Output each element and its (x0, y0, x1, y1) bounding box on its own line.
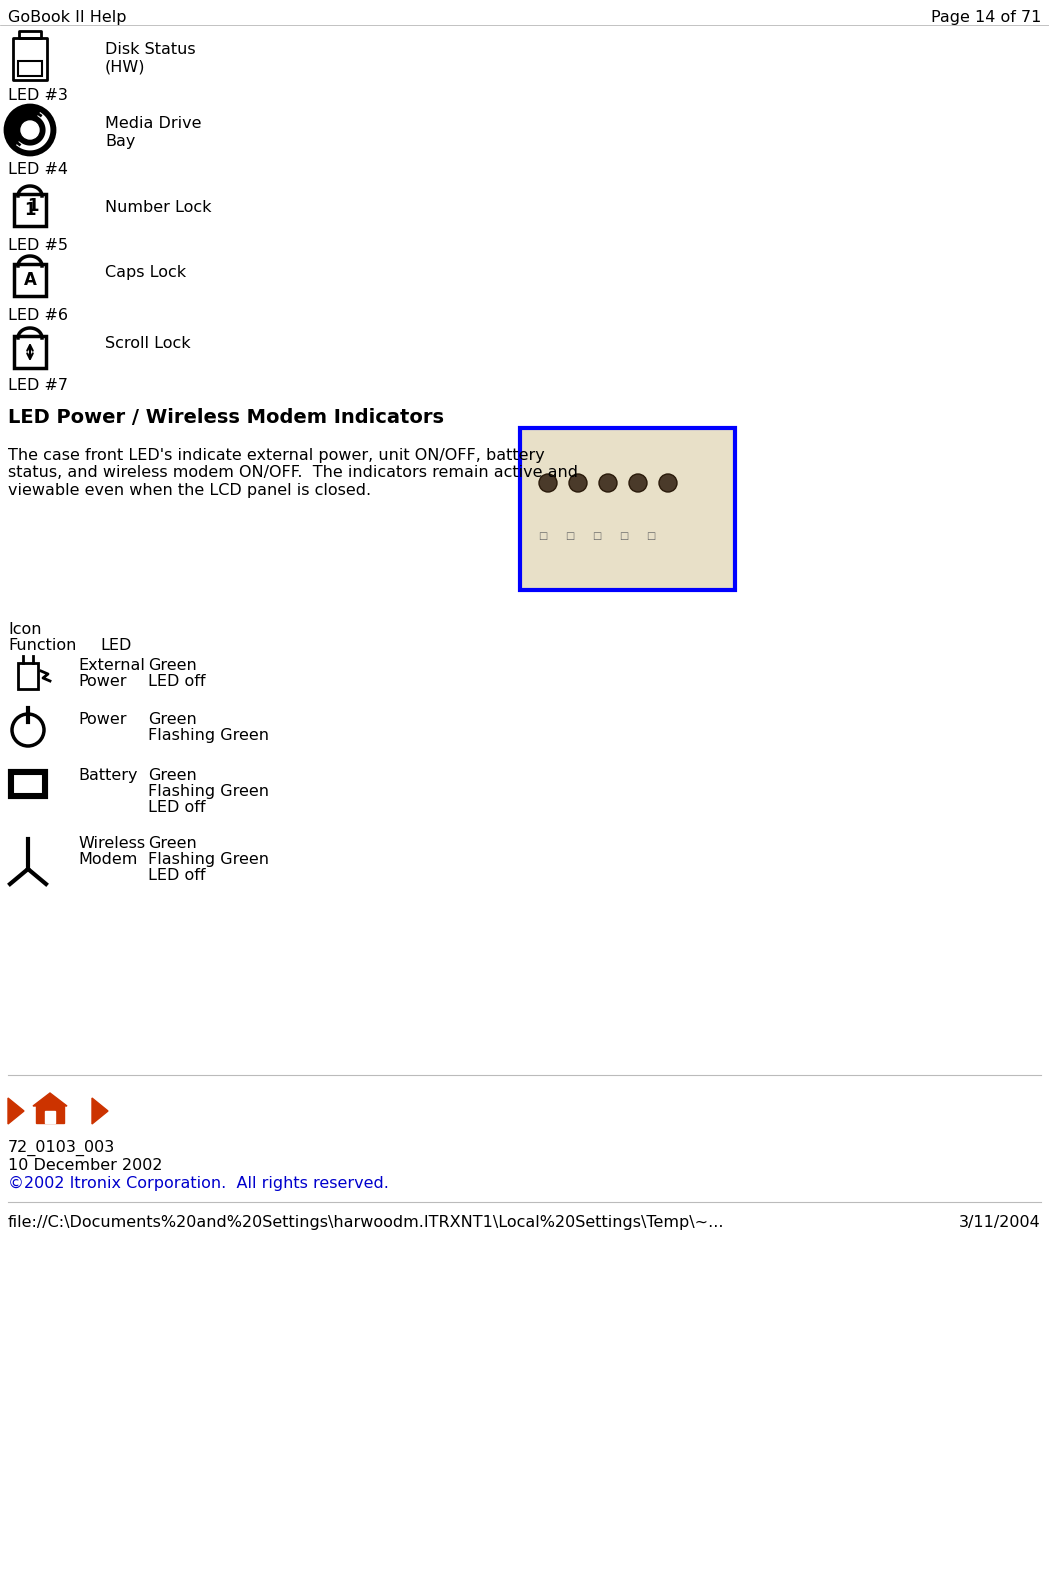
Polygon shape (36, 1105, 64, 1123)
Text: Green: Green (148, 768, 197, 783)
Text: Caps Lock: Caps Lock (105, 265, 186, 279)
Polygon shape (92, 1097, 108, 1124)
Bar (13, 38, 47, 80)
Text: Wireless: Wireless (78, 835, 145, 851)
Text: □: □ (646, 531, 656, 542)
Text: □: □ (538, 531, 548, 542)
Text: Green: Green (148, 835, 197, 851)
Text: Media Drive: Media Drive (105, 116, 201, 130)
Text: ©2002 Itronix Corporation.  All rights reserved.: ©2002 Itronix Corporation. All rights re… (8, 1176, 389, 1192)
Text: Icon: Icon (8, 622, 42, 637)
Text: LED: LED (100, 637, 131, 653)
Bar (14, 336, 46, 367)
Text: Green: Green (148, 658, 197, 674)
Text: 3/11/2004: 3/11/2004 (959, 1215, 1041, 1229)
Circle shape (12, 714, 44, 746)
Circle shape (599, 474, 617, 491)
Text: Bay: Bay (105, 133, 135, 149)
Bar (19, 31, 41, 38)
Bar (18, 61, 42, 75)
Circle shape (629, 474, 647, 491)
Text: Flashing Green: Flashing Green (148, 853, 269, 867)
Bar (45, 1112, 55, 1123)
Text: Page 14 of 71: Page 14 of 71 (930, 9, 1041, 25)
Polygon shape (33, 1093, 67, 1105)
Text: Battery: Battery (78, 768, 137, 783)
Text: □: □ (619, 531, 628, 542)
Text: 10 December 2002: 10 December 2002 (8, 1159, 163, 1173)
Text: Scroll Lock: Scroll Lock (105, 336, 191, 352)
Text: 72_0103_003: 72_0103_003 (8, 1140, 115, 1156)
Text: GoBook II Help: GoBook II Help (8, 9, 127, 25)
Text: Flashing Green: Flashing Green (148, 783, 269, 799)
Polygon shape (8, 1097, 24, 1124)
Text: External: External (78, 658, 145, 674)
Circle shape (569, 474, 587, 491)
Text: LED #7: LED #7 (8, 378, 68, 392)
Bar (14, 264, 46, 297)
Text: LED #3: LED #3 (8, 88, 68, 104)
Text: 1: 1 (27, 196, 39, 215)
Text: Green: Green (148, 713, 197, 727)
Text: LED off: LED off (148, 801, 206, 815)
Text: Number Lock: Number Lock (105, 199, 212, 215)
Text: Disk Status: Disk Status (105, 42, 195, 57)
Text: Flashing Green: Flashing Green (148, 728, 269, 743)
Text: □: □ (565, 531, 575, 542)
Text: LED off: LED off (148, 674, 206, 689)
Text: Power: Power (78, 713, 127, 727)
Text: LED off: LED off (148, 868, 206, 882)
Bar (10, 771, 46, 798)
Text: (HW): (HW) (105, 60, 146, 75)
Bar (13, 774, 43, 794)
Circle shape (539, 474, 557, 491)
Circle shape (21, 121, 39, 140)
Circle shape (659, 474, 677, 491)
Text: Function: Function (8, 637, 77, 653)
Bar (14, 195, 46, 226)
Text: A: A (23, 272, 37, 289)
Text: LED #6: LED #6 (8, 308, 68, 323)
Text: 1: 1 (24, 201, 36, 218)
Bar (18, 663, 38, 689)
Text: Power: Power (78, 674, 127, 689)
Text: The case front LED's indicate external power, unit ON/OFF, battery
status, and w: The case front LED's indicate external p… (8, 447, 578, 498)
Circle shape (5, 105, 55, 155)
Text: □: □ (593, 531, 602, 542)
Text: LED #4: LED #4 (8, 162, 68, 177)
Bar (520, 429, 735, 590)
Text: file://C:\Documents%20and%20Settings\harwoodm.ITRXNT1\Local%20Settings\Temp\~...: file://C:\Documents%20and%20Settings\har… (8, 1215, 725, 1229)
Text: LED Power / Wireless Modem Indicators: LED Power / Wireless Modem Indicators (8, 408, 444, 427)
Text: Modem: Modem (78, 853, 137, 867)
Text: LED #5: LED #5 (8, 239, 68, 253)
